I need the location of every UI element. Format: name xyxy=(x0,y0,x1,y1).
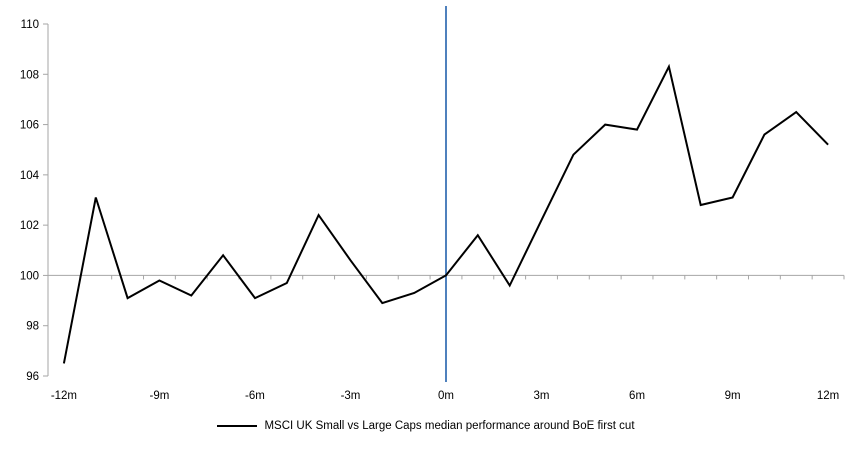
x-tick-label: 6m xyxy=(629,390,645,402)
legend: MSCI UK Small vs Large Caps median perfo… xyxy=(0,416,852,436)
x-tick-label: 3m xyxy=(534,390,550,402)
y-tick-label: 108 xyxy=(20,69,39,81)
x-tick-label: -12m xyxy=(51,390,77,402)
legend-label: MSCI UK Small vs Large Caps median perfo… xyxy=(264,420,635,432)
x-tick-label: 9m xyxy=(725,390,741,402)
series-line xyxy=(62,63,829,364)
x-tick-label: 0m xyxy=(438,390,454,402)
y-tick-label: 106 xyxy=(20,120,39,132)
y-tick-label: 98 xyxy=(26,321,39,333)
x-tick-label: -9m xyxy=(150,390,170,402)
y-tick-label: 102 xyxy=(20,220,39,232)
legend-line-swatch xyxy=(217,425,258,427)
y-tick-label: 104 xyxy=(20,170,40,182)
x-tick-label: -3m xyxy=(341,390,361,402)
y-tick-label: 110 xyxy=(21,19,39,31)
x-tick-label: 12m xyxy=(817,390,839,402)
x-tick-label: -6m xyxy=(245,390,265,402)
y-tick-label: 96 xyxy=(26,371,39,383)
y-tick-label: 100 xyxy=(20,270,39,282)
